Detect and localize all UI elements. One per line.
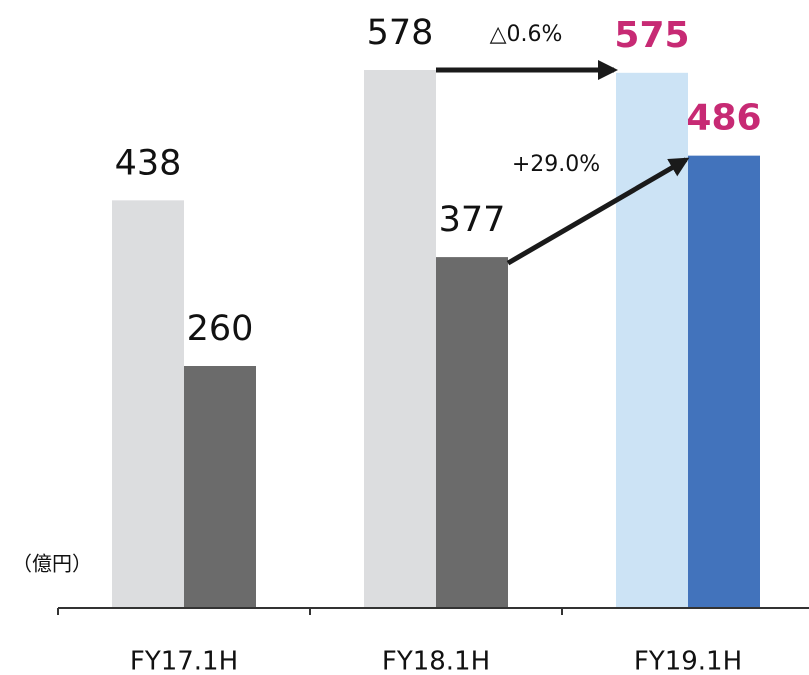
x-tick-label: FY19.1H [634,647,742,675]
value-label: 486 [686,98,761,139]
bar [616,72,688,609]
bar [364,70,436,608]
bar [436,257,508,608]
value-label: 260 [187,309,254,349]
annotation: △0.6% [490,22,563,47]
bar [688,155,760,608]
value-label: 575 [614,15,689,56]
unit-label: （億円） [12,552,92,576]
value-label: 578 [367,13,434,53]
x-tick-label: FY17.1H [130,647,238,675]
value-label: 377 [439,200,506,240]
bar [184,366,256,608]
bar [112,200,184,609]
value-label: 438 [115,143,182,183]
annotation: +29.0% [512,152,600,177]
x-tick-label: FY18.1H [382,647,490,675]
arrow [506,157,690,266]
